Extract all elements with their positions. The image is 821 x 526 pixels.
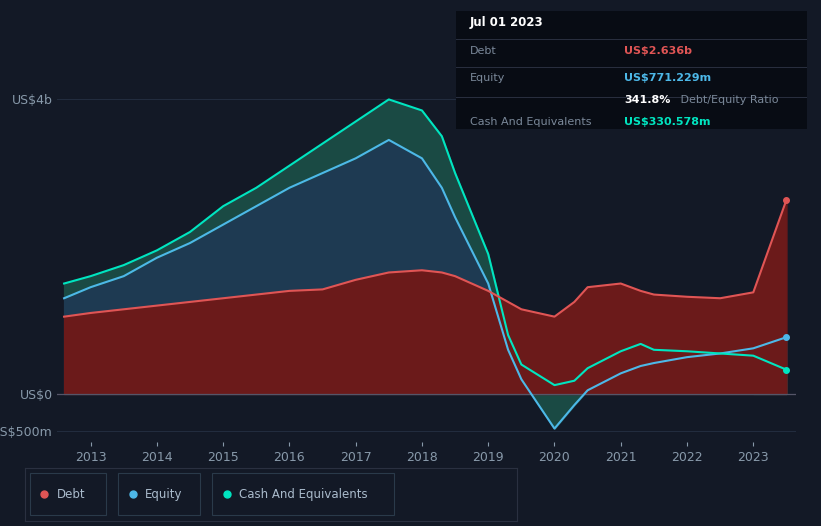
Bar bbox=[212, 473, 394, 515]
Text: US$2.636b: US$2.636b bbox=[624, 46, 692, 56]
Text: Debt: Debt bbox=[57, 488, 85, 501]
Text: Equity: Equity bbox=[470, 73, 505, 83]
Text: Cash And Equivalents: Cash And Equivalents bbox=[470, 117, 591, 127]
Text: Cash And Equivalents: Cash And Equivalents bbox=[239, 488, 368, 501]
Text: US$771.229m: US$771.229m bbox=[624, 73, 712, 83]
Text: US$330.578m: US$330.578m bbox=[624, 117, 711, 127]
Bar bbox=[30, 473, 106, 515]
Text: Debt/Equity Ratio: Debt/Equity Ratio bbox=[677, 95, 778, 105]
Text: Jul 01 2023: Jul 01 2023 bbox=[470, 16, 544, 29]
Text: 341.8%: 341.8% bbox=[624, 95, 671, 105]
Text: Debt: Debt bbox=[470, 46, 497, 56]
Text: Equity: Equity bbox=[145, 488, 183, 501]
Bar bbox=[118, 473, 200, 515]
